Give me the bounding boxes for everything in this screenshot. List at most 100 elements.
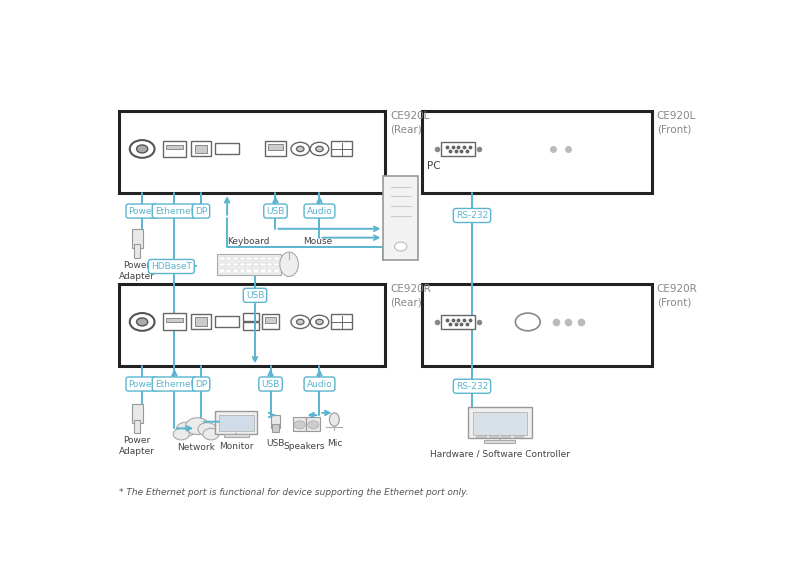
Bar: [266, 263, 272, 267]
Text: Network: Network: [177, 443, 215, 452]
Bar: [476, 434, 486, 437]
Text: Audio: Audio: [306, 207, 332, 215]
Bar: [239, 257, 245, 260]
Text: Mic: Mic: [326, 439, 342, 449]
Bar: [266, 269, 272, 272]
Circle shape: [176, 422, 196, 437]
Bar: [331, 314, 352, 329]
Text: CE920L
(Rear): CE920L (Rear): [390, 111, 430, 134]
Circle shape: [137, 318, 148, 326]
Circle shape: [316, 319, 323, 325]
Bar: [226, 263, 231, 267]
Bar: [246, 263, 252, 267]
Circle shape: [310, 142, 329, 156]
Bar: [485, 440, 515, 444]
Bar: [246, 257, 252, 260]
Bar: [422, 284, 652, 366]
Text: USB: USB: [266, 207, 285, 215]
Bar: [266, 257, 272, 260]
Bar: [272, 425, 278, 433]
Bar: [260, 257, 266, 260]
Ellipse shape: [330, 413, 339, 426]
Bar: [265, 142, 286, 157]
Bar: [489, 434, 498, 437]
Circle shape: [130, 140, 154, 158]
Text: Ethernet: Ethernet: [154, 380, 194, 389]
Bar: [118, 284, 385, 366]
Circle shape: [310, 315, 329, 328]
Text: Power: Power: [129, 380, 156, 389]
Bar: [132, 404, 142, 423]
Bar: [215, 143, 239, 154]
Bar: [215, 316, 239, 328]
Bar: [166, 318, 183, 323]
Bar: [422, 111, 652, 194]
Bar: [265, 317, 276, 323]
Bar: [134, 244, 140, 257]
Circle shape: [294, 421, 306, 429]
Bar: [215, 411, 258, 434]
Circle shape: [291, 315, 310, 328]
Circle shape: [130, 313, 154, 331]
Bar: [442, 142, 475, 156]
Bar: [501, 434, 510, 437]
Bar: [260, 269, 266, 272]
Ellipse shape: [280, 252, 298, 276]
Bar: [166, 145, 183, 149]
Bar: [233, 257, 238, 260]
Bar: [195, 317, 207, 327]
Bar: [331, 142, 352, 157]
Bar: [262, 314, 278, 329]
Text: Ethernet: Ethernet: [154, 207, 194, 215]
Text: DP: DP: [195, 207, 207, 215]
Bar: [195, 145, 207, 153]
Bar: [253, 257, 258, 260]
Bar: [224, 434, 249, 437]
Bar: [271, 415, 280, 429]
Bar: [219, 257, 225, 260]
Bar: [239, 269, 245, 272]
Bar: [217, 254, 281, 275]
Text: HDBaseT: HDBaseT: [151, 262, 192, 271]
Bar: [162, 141, 186, 157]
Circle shape: [515, 313, 540, 331]
Text: Power
Adapter: Power Adapter: [119, 436, 155, 456]
Circle shape: [316, 146, 323, 151]
Bar: [134, 419, 140, 433]
Bar: [162, 313, 186, 331]
Bar: [226, 257, 231, 260]
Bar: [226, 269, 231, 272]
Circle shape: [186, 418, 209, 434]
Text: Hardware / Software Controller: Hardware / Software Controller: [430, 450, 570, 458]
Bar: [132, 229, 142, 248]
Circle shape: [297, 319, 304, 325]
Bar: [306, 417, 320, 431]
Text: Power
Adapter: Power Adapter: [119, 261, 155, 281]
Bar: [191, 314, 211, 329]
Bar: [383, 176, 418, 260]
Text: DP: DP: [195, 380, 207, 389]
Bar: [253, 263, 258, 267]
Text: Speakers: Speakers: [284, 442, 326, 450]
Bar: [233, 263, 238, 267]
Bar: [219, 263, 225, 267]
Bar: [118, 111, 385, 194]
Bar: [260, 263, 266, 267]
Circle shape: [173, 429, 190, 440]
Bar: [233, 269, 238, 272]
Text: Power: Power: [129, 207, 156, 215]
Bar: [514, 434, 523, 437]
Bar: [468, 407, 532, 438]
Text: PC: PC: [427, 161, 441, 171]
Text: RS-232: RS-232: [456, 211, 488, 220]
Circle shape: [394, 242, 407, 251]
Circle shape: [198, 423, 217, 436]
Text: USB: USB: [246, 291, 264, 300]
Bar: [242, 323, 258, 331]
Bar: [473, 412, 527, 434]
Bar: [219, 415, 254, 431]
Bar: [274, 263, 279, 267]
Text: Monitor: Monitor: [219, 442, 254, 450]
Text: CE920R
(Rear): CE920R (Rear): [390, 284, 431, 308]
Bar: [293, 417, 306, 431]
